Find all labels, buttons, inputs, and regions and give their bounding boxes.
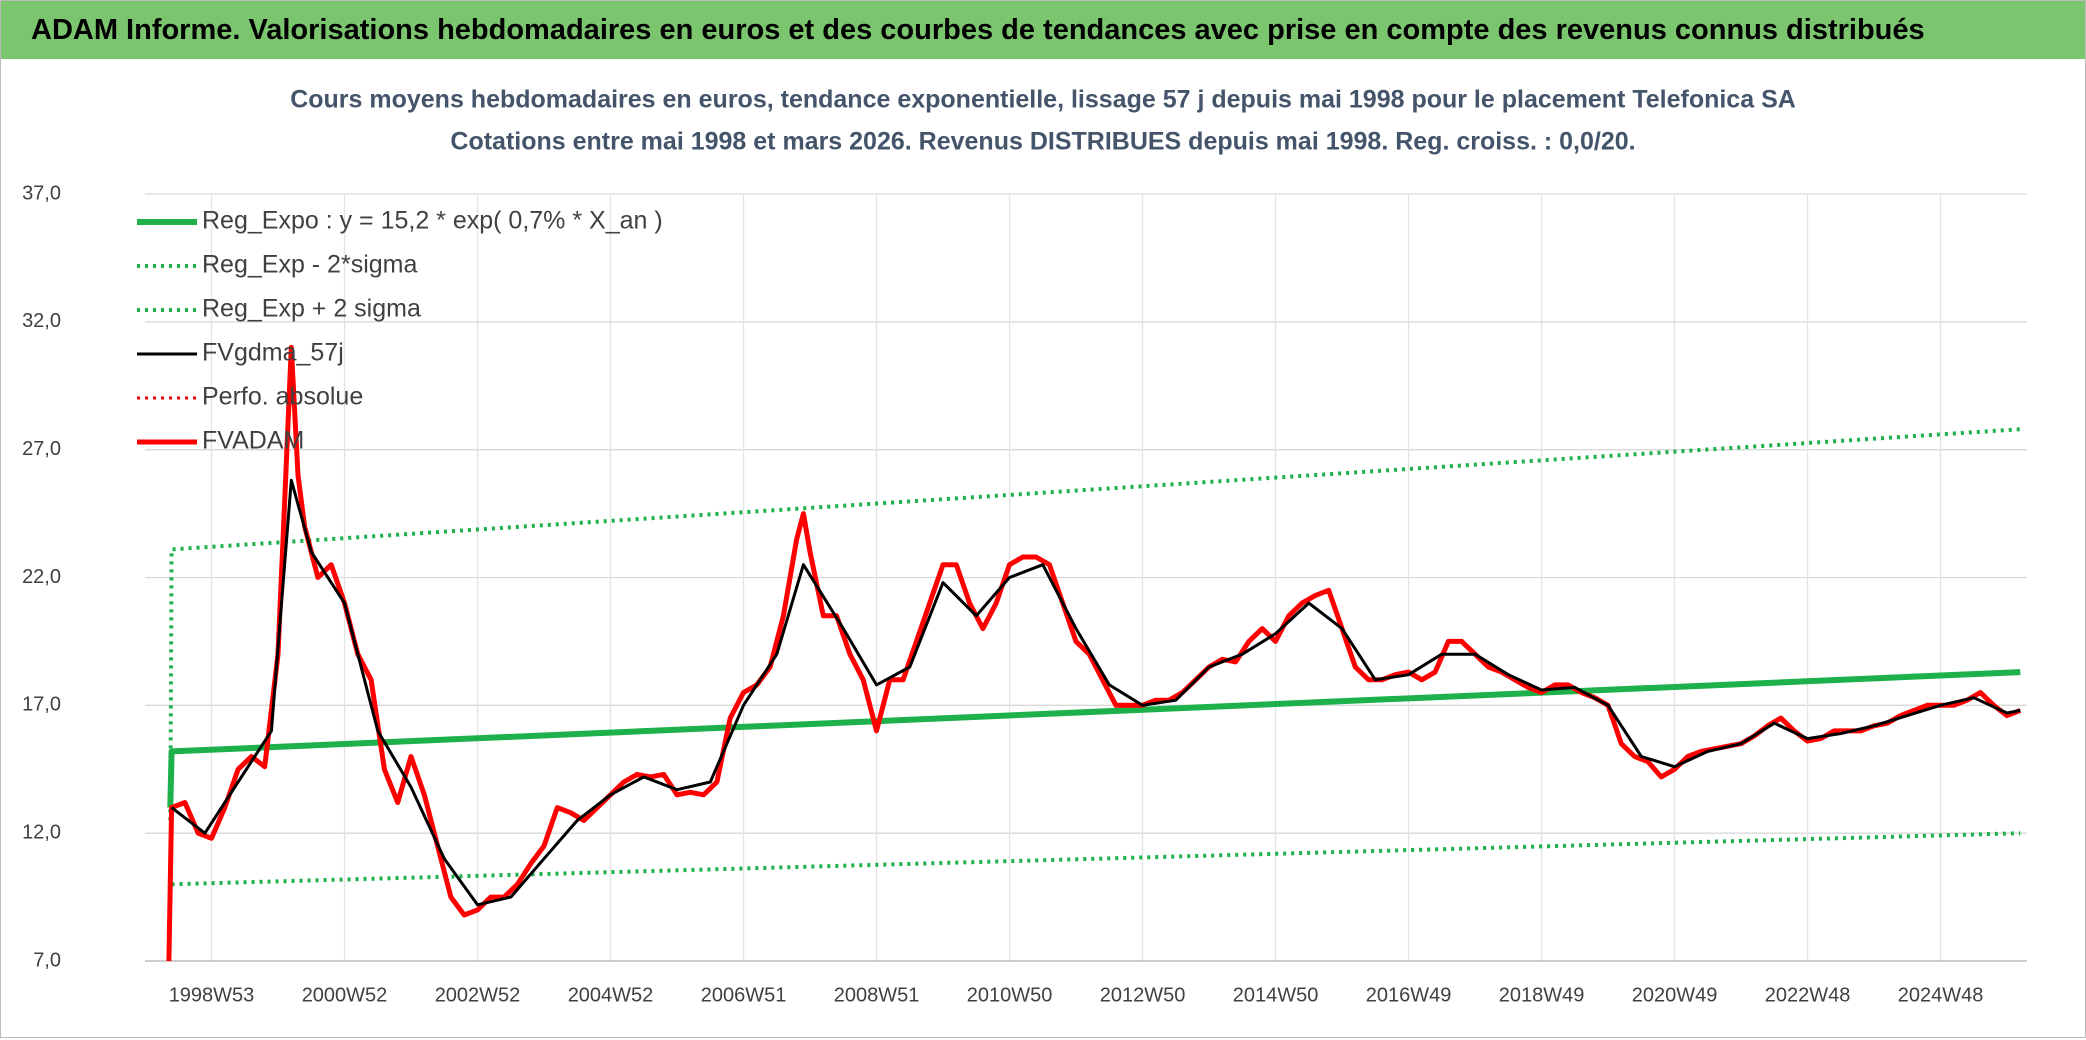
y-tick-label: 22,0 [22,566,61,588]
y-tick-label: 7,0 [33,949,61,971]
x-tick-label: 2020W49 [1632,984,1718,1006]
x-tick-label: 2006W51 [701,984,787,1006]
x-tick-label: 2002W52 [435,984,521,1006]
x-tick-label: 2010W50 [967,984,1053,1006]
legend-label: FVADAM [202,427,304,455]
chart-title: Cours moyens hebdomadaires en euros, ten… [290,86,1796,114]
x-tick-label: 2018W49 [1499,984,1585,1006]
legend-label: Reg_Exp - 2*sigma [202,251,417,279]
series-line [171,831,2021,887]
x-tick-label: 2016W49 [1366,984,1452,1006]
x-tick-label: 2014W50 [1233,984,1319,1006]
y-tick-label: 17,0 [22,694,61,716]
legend-label: Perfo. absolue [202,383,363,411]
chart: Cours moyens hebdomadaires en euros, ten… [22,86,2027,1006]
legend-label: Reg_Exp + 2 sigma [202,295,421,323]
x-tick-label: 2008W51 [834,984,920,1006]
x-tick-label: 2022W48 [1765,984,1851,1006]
y-tick-label: 32,0 [22,310,61,332]
x-tick-label: 1998W53 [169,984,255,1006]
x-tick-label: 2004W52 [568,984,654,1006]
x-tick-label: 2024W48 [1898,984,1984,1006]
x-tick-label: 2012W50 [1100,984,1186,1006]
y-tick-label: 37,0 [22,182,61,204]
series-line [170,478,2021,907]
series-line [166,344,2022,962]
series-line [167,669,2021,808]
y-tick-label: 27,0 [22,438,61,460]
chart-subtitle: Cotations entre mai 1998 et mars 2026. R… [450,128,1635,156]
legend-label: FVgdma_57j [202,339,344,367]
y-tick-label: 12,0 [22,821,61,843]
series-line [168,427,2021,821]
x-tick-label: 2000W52 [302,984,388,1006]
legend-label: Reg_Expo : y = 15,2 * exp( 0,7% * X_an ) [202,207,663,235]
header-title: ADAM Informe. Valorisations hebdomadaire… [1,1,2085,59]
